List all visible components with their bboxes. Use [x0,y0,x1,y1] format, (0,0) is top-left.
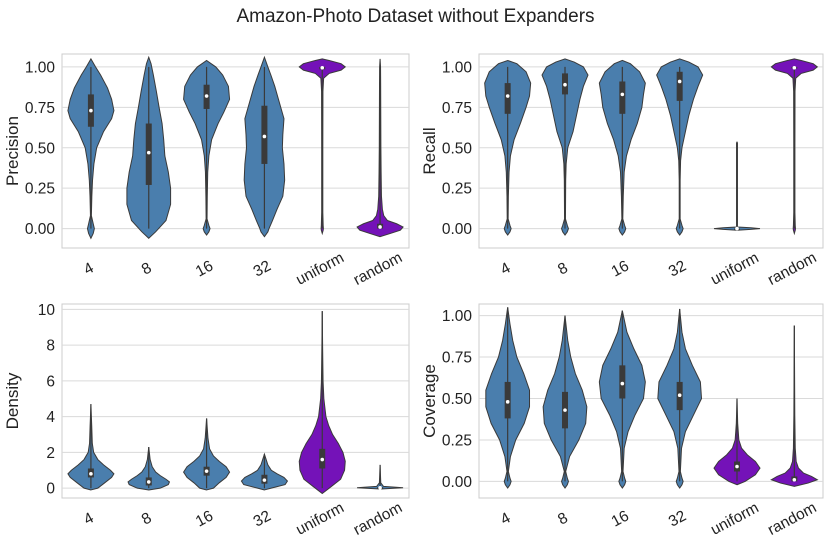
x-tick-label: 16 [193,507,216,530]
plot-area [478,53,824,249]
violin-median [677,79,682,84]
y-tick-label: 0.25 [442,181,472,198]
y-tick-label: 6 [46,373,55,390]
x-tick-label: 16 [609,507,632,530]
y-tick-label: 1.00 [442,59,473,76]
chart-panel-0: 0.00 0.25 0.50 0.75 1.00 Precision 4 8 16 32 unifo… [3,53,410,289]
plot-area [61,303,410,499]
chart-panel-1: 0.00 0.25 0.50 0.75 1.00 Recall 4 8 16 32 uniform r… [420,53,824,289]
violin-median [378,225,382,229]
violin-iqr-box [504,83,511,114]
x-tick-label: 8 [555,259,571,278]
y-tick-label: 0.00 [442,474,473,491]
x-tick-label: 16 [609,257,632,280]
x-tick-label: 4 [498,259,514,278]
violin-median [146,480,151,484]
y-tick-label: 0.25 [442,432,472,449]
y-tick-label: 8 [46,338,55,355]
x-tick-label: 16 [193,257,216,280]
y-tick-label: 0 [46,481,55,498]
violin-median [320,457,325,462]
violin-median [89,108,93,113]
plot-area [478,303,824,499]
violin-median [792,477,797,482]
y-axis-label: Precision [3,116,22,186]
y-tick-label: 0.50 [442,391,473,408]
violin-median [320,65,325,70]
y-tick-label: 2 [46,445,55,462]
y-tick-label: 4 [46,409,55,426]
y-tick-label: 0.25 [25,181,55,198]
x-tick-label: random [351,499,405,539]
y-axis-label: Recall [420,127,439,174]
x-tick-label: random [765,249,819,289]
x-tick-label: 32 [666,507,689,530]
violin-median [563,82,567,87]
violin-median [378,486,382,490]
violin-median [262,478,267,482]
x-tick-label: 32 [251,507,274,530]
x-tick-label: 4 [498,509,514,528]
violin-median [677,393,682,397]
chart-panel-2: 0 2 4 6 8 10 Density 4 8 16 32 uniform random [3,302,410,539]
x-tick-label: uniform [293,499,347,538]
x-tick-label: uniform [708,249,762,288]
y-tick-label: 10 [38,302,56,319]
y-tick-label: 1.00 [25,59,56,76]
y-tick-label: 0.75 [442,350,472,367]
x-tick-label: uniform [708,499,762,538]
x-tick-label: 4 [81,509,97,528]
x-tick-label: random [765,499,819,539]
violin-median [204,94,209,98]
violin-median [89,472,93,476]
x-tick-label: 8 [555,509,571,528]
y-axis-label: Coverage [420,364,439,438]
violin-median [262,134,267,139]
violin-median [620,381,625,386]
x-tick-label: 8 [139,509,155,528]
violin-median [505,94,510,98]
violin-median [792,65,797,70]
y-tick-label: 0.00 [25,221,56,238]
violin-median [204,469,209,473]
y-axis-label: Density [3,372,22,429]
x-tick-label: 32 [251,257,274,280]
x-tick-label: 32 [666,257,689,280]
violin-median [505,400,510,404]
violin-median [146,150,151,155]
chart-panel-3: 0.00 0.25 0.50 0.75 1.00 Coverage 4 8 16 32 unifor… [420,303,824,539]
y-tick-label: 0.50 [25,140,56,157]
violin-median [620,92,625,97]
violin-median [735,464,739,469]
figure-title: Amazon-Photo Dataset without Expanders [236,6,594,27]
violin-median [563,408,567,412]
y-tick-label: 0.75 [442,100,472,117]
x-tick-label: random [351,249,405,289]
y-tick-label: 1.00 [442,308,473,325]
violin-iqr-box [676,71,683,101]
x-tick-label: 8 [139,259,155,278]
y-tick-label: 0.75 [25,100,55,117]
y-tick-label: 0.00 [442,221,473,238]
y-tick-label: 0.50 [442,140,473,157]
violin-iqr-box [619,81,626,114]
violin-median [735,226,739,231]
x-tick-label: uniform [293,249,347,288]
x-tick-label: 4 [81,259,97,278]
plot-area [61,53,410,249]
